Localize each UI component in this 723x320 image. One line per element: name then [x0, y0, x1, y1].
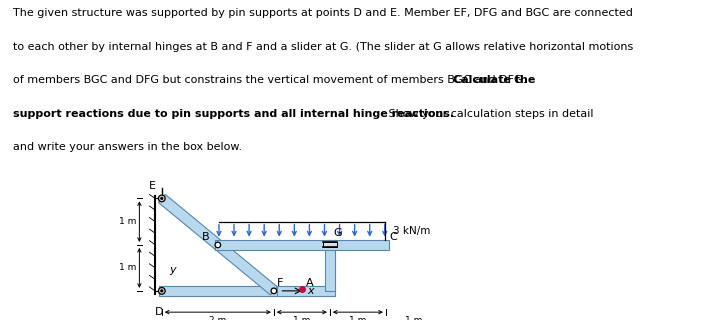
- Text: 1 m: 1 m: [405, 316, 423, 320]
- Text: 2 m: 2 m: [209, 316, 226, 320]
- Circle shape: [161, 197, 163, 200]
- Text: 1 m: 1 m: [119, 263, 136, 272]
- Text: B: B: [202, 232, 210, 242]
- Text: The given structure was supported by pin supports at points D and E. Member EF, : The given structure was supported by pin…: [13, 8, 633, 19]
- Text: A: A: [307, 277, 314, 287]
- Polygon shape: [158, 194, 277, 295]
- Text: F: F: [277, 277, 283, 287]
- Text: E: E: [150, 181, 156, 191]
- Text: Calculate the: Calculate the: [453, 76, 536, 85]
- Bar: [274, 285, 335, 296]
- Text: 3 kN/m: 3 kN/m: [393, 226, 430, 236]
- Text: of members BGC and DFG but constrains the vertical movement of members BGC and D: of members BGC and DFG but constrains th…: [13, 76, 530, 85]
- Bar: [159, 285, 277, 296]
- Circle shape: [158, 287, 165, 294]
- Circle shape: [215, 242, 221, 248]
- Text: y: y: [169, 265, 176, 275]
- Text: 1 m: 1 m: [349, 316, 367, 320]
- Text: support reactions due to pin supports and all internal hinge reactions.: support reactions due to pin supports an…: [13, 109, 454, 119]
- Text: G: G: [334, 228, 343, 238]
- Text: 1 m: 1 m: [119, 217, 136, 226]
- Circle shape: [161, 290, 163, 292]
- Text: D: D: [155, 307, 163, 316]
- Text: of members BGC and DFG but constrains the vertical movement of members BGC and D: of members BGC and DFG but constrains th…: [0, 319, 1, 320]
- Text: C: C: [390, 232, 398, 242]
- Bar: [215, 240, 389, 250]
- Bar: [323, 242, 337, 247]
- Circle shape: [158, 195, 165, 202]
- Text: to each other by internal hinges at B and F and a slider at G. (The slider at G : to each other by internal hinges at B an…: [13, 42, 633, 52]
- Circle shape: [271, 288, 277, 294]
- Bar: [325, 240, 335, 291]
- Text: and write your answers in the box below.: and write your answers in the box below.: [13, 142, 242, 152]
- Text: x: x: [307, 286, 314, 296]
- Text: Show your calculation steps in detail: Show your calculation steps in detail: [385, 109, 594, 119]
- Text: of members BGC and DFG but constrains the vertical movement of members BGC and D: of members BGC and DFG but constrains th…: [0, 319, 1, 320]
- Text: 1 m: 1 m: [293, 316, 311, 320]
